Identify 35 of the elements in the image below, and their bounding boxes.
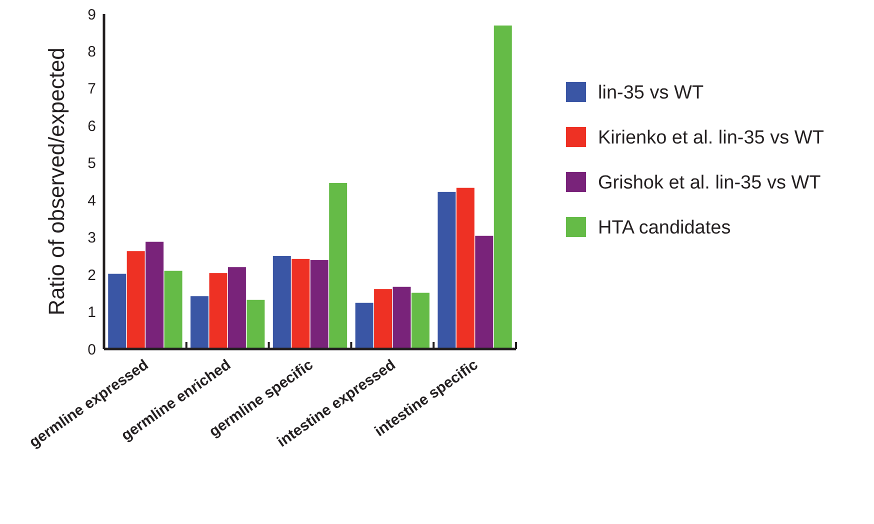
y-tick-label: 8 bbox=[88, 43, 96, 60]
bar bbox=[494, 26, 512, 349]
bar bbox=[355, 302, 374, 349]
bar bbox=[392, 286, 411, 349]
y-tick-label: 0 bbox=[88, 341, 96, 358]
y-axis-title: Ratio of observed/expected bbox=[44, 48, 69, 316]
bar bbox=[272, 256, 291, 349]
bar bbox=[108, 274, 126, 349]
bar bbox=[228, 267, 246, 349]
y-tick-label: 4 bbox=[88, 192, 96, 210]
bar bbox=[374, 289, 392, 349]
bar bbox=[475, 236, 494, 349]
y-tick-label: 9 bbox=[88, 6, 96, 24]
y-tick-label: 7 bbox=[88, 80, 96, 98]
bar bbox=[438, 192, 456, 349]
bar bbox=[146, 242, 164, 349]
bar bbox=[292, 258, 310, 349]
bar bbox=[456, 188, 474, 349]
bar bbox=[209, 273, 228, 349]
legend-label: Kirienko et al. lin-35 vs WT bbox=[598, 128, 824, 149]
y-tick-label: 5 bbox=[88, 155, 96, 172]
y-tick-label: 1 bbox=[88, 304, 96, 322]
y-tick-label: 2 bbox=[88, 266, 96, 284]
legend-label: Grishok et al. lin-35 vs WT bbox=[598, 172, 822, 194]
y-tick-label: 3 bbox=[88, 230, 96, 247]
bar bbox=[310, 260, 328, 349]
bar bbox=[246, 300, 265, 349]
y-tick-label: 6 bbox=[88, 118, 96, 135]
bar bbox=[190, 296, 208, 349]
bar bbox=[329, 182, 348, 349]
bar bbox=[412, 292, 430, 349]
legend-label: HTA candidates bbox=[598, 218, 731, 239]
legend-label: lin-35 vs WT bbox=[598, 82, 704, 104]
bar bbox=[126, 251, 145, 349]
bar bbox=[164, 270, 182, 349]
